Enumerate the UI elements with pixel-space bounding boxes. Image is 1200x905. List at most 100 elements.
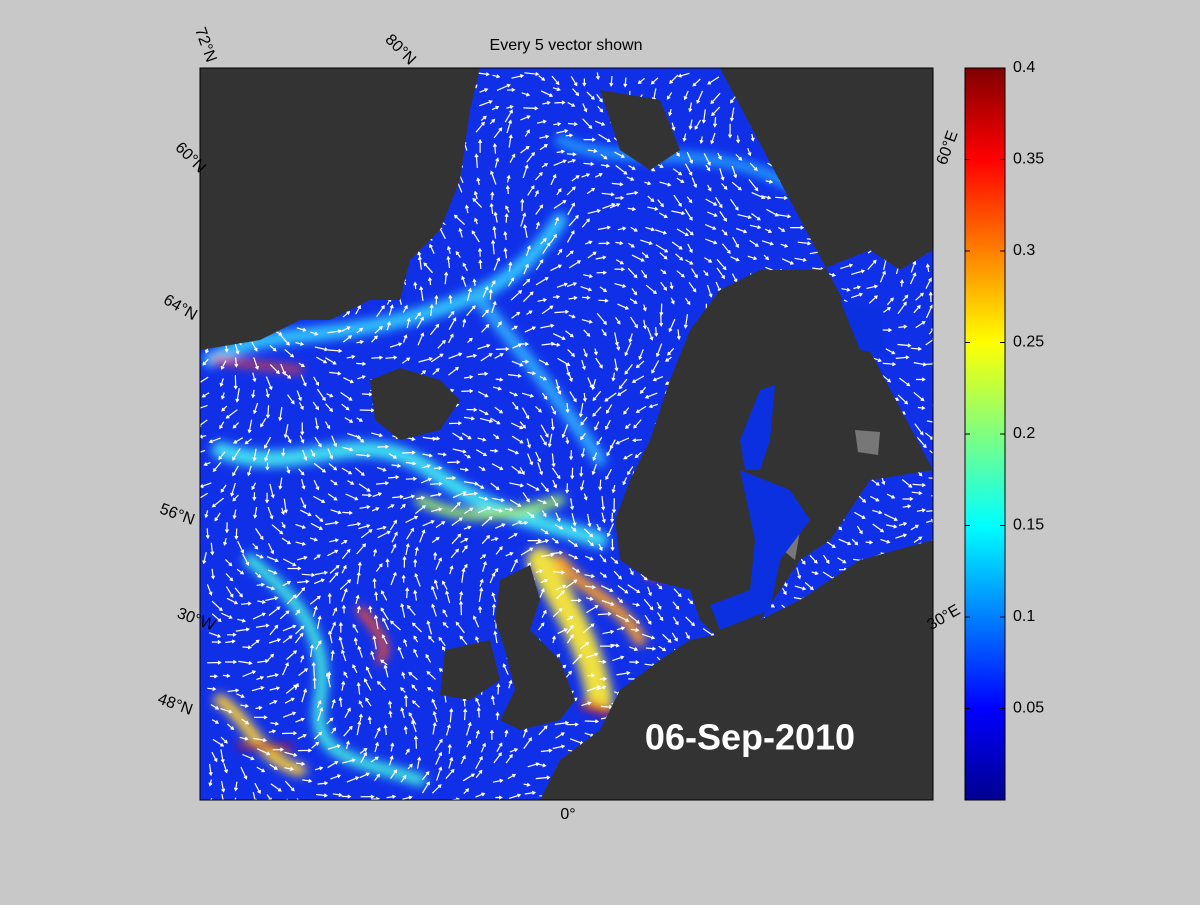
current-vector xyxy=(628,164,636,170)
current-vector xyxy=(242,670,257,678)
current-vector xyxy=(224,522,230,534)
current-vector xyxy=(472,197,483,208)
current-vector xyxy=(911,491,923,496)
current-vector xyxy=(898,324,908,329)
current-vector xyxy=(538,75,546,81)
current-vector xyxy=(763,254,770,261)
current-vector xyxy=(600,153,608,160)
current-vector xyxy=(766,208,779,217)
current-streak xyxy=(203,213,567,367)
current-vector xyxy=(372,635,377,650)
current-vector xyxy=(359,748,368,754)
current-vector xyxy=(586,187,596,195)
current-vector xyxy=(341,467,353,475)
current-vector xyxy=(705,198,718,206)
current-vector xyxy=(685,631,690,640)
current-vector xyxy=(344,707,351,719)
current-vector xyxy=(925,304,933,319)
current-vector xyxy=(296,390,302,402)
current-vector xyxy=(325,403,334,413)
current-vector xyxy=(712,117,718,128)
current-vector xyxy=(583,137,596,142)
colorbar-tick-label: 0.25 xyxy=(1013,334,1044,351)
current-vector xyxy=(671,241,683,250)
current-vector xyxy=(428,635,435,643)
colorbar-tick-label: 0.3 xyxy=(1013,242,1035,259)
current-vector xyxy=(343,725,353,737)
current-vector xyxy=(632,438,643,443)
current-vector xyxy=(389,519,397,531)
current-vector xyxy=(537,622,545,631)
current-vector xyxy=(492,497,505,503)
current-vector xyxy=(540,748,553,753)
current-vector xyxy=(882,362,897,367)
current-vector xyxy=(747,147,752,157)
current-vector xyxy=(265,462,270,471)
current-vector xyxy=(520,198,525,212)
current-vector xyxy=(605,468,612,481)
current-vector xyxy=(616,343,621,351)
current-vector xyxy=(856,525,863,535)
current-vector xyxy=(578,402,584,418)
current-vector xyxy=(421,770,430,781)
current-vector xyxy=(867,259,877,270)
current-vector xyxy=(301,688,308,703)
current-vector xyxy=(493,257,501,271)
current-vector xyxy=(478,496,489,501)
current-vector xyxy=(403,694,409,707)
current-vector xyxy=(338,621,343,633)
current-vector xyxy=(414,546,419,556)
current-vector xyxy=(582,103,588,113)
current-vector xyxy=(490,417,501,425)
current-vector xyxy=(490,170,497,185)
current-vector xyxy=(414,311,421,320)
current-vector xyxy=(496,683,501,695)
current-vector xyxy=(295,341,305,346)
current-vector xyxy=(476,483,485,489)
current-vector xyxy=(579,480,585,491)
current-vector xyxy=(579,642,590,650)
current-vector xyxy=(628,333,633,343)
current-vector xyxy=(405,587,410,599)
current-vector xyxy=(282,662,289,676)
current-vector xyxy=(598,659,607,664)
current-vector xyxy=(535,204,544,215)
current-vector xyxy=(672,601,680,610)
current-vector xyxy=(686,196,693,204)
current-vector xyxy=(571,513,577,527)
current-vector xyxy=(377,444,390,449)
current-vector xyxy=(300,497,307,509)
current-vector xyxy=(271,524,284,535)
current-vector xyxy=(534,172,543,181)
current-vector xyxy=(731,181,742,191)
current-vector xyxy=(566,722,579,727)
current-vector xyxy=(637,77,645,85)
current-vector xyxy=(615,241,624,246)
current-vector xyxy=(402,450,416,455)
current-vector xyxy=(523,737,532,749)
current-vector xyxy=(897,301,907,315)
current-vector xyxy=(535,451,541,463)
current-vector xyxy=(317,781,329,786)
current-vector xyxy=(329,538,340,543)
current-vector xyxy=(659,313,664,327)
current-vector xyxy=(567,202,575,216)
current-vector xyxy=(310,449,316,458)
current-vector xyxy=(490,482,500,491)
current-vector xyxy=(917,405,926,411)
current-vector xyxy=(538,725,548,736)
current-vector xyxy=(928,291,933,303)
current-vector xyxy=(602,202,616,210)
current-vector xyxy=(329,621,336,634)
current-vector xyxy=(579,466,584,478)
current-vector xyxy=(526,151,535,163)
current-vector xyxy=(568,314,576,319)
current-vector xyxy=(413,589,418,601)
current-vector xyxy=(925,263,930,272)
current-vector xyxy=(592,452,598,461)
current-vector xyxy=(567,101,576,107)
current-vector xyxy=(656,602,662,610)
current-vector xyxy=(716,258,727,271)
current-vector xyxy=(331,435,338,448)
current-vector xyxy=(583,161,595,167)
